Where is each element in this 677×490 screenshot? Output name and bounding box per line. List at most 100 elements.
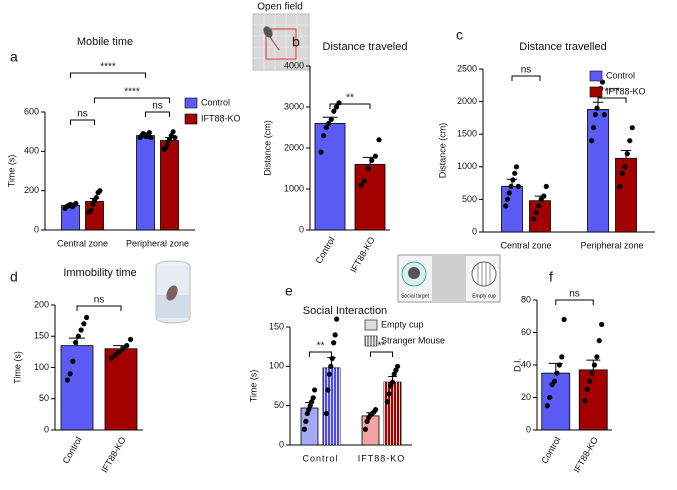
y-tick-label: 1000: [284, 183, 304, 193]
x-tick-label: IFT88-KO: [99, 435, 127, 474]
bar: [136, 135, 155, 231]
significance-bracket: [94, 97, 170, 103]
significance-label: ****: [100, 62, 116, 73]
x-tick-label: Control: [539, 435, 562, 465]
y-tick-label: 50: [274, 400, 284, 410]
data-point: [64, 377, 70, 383]
data-point: [619, 170, 625, 176]
data-point: [323, 410, 329, 417]
y-tick-label: 60: [521, 327, 531, 337]
data-point: [617, 183, 623, 189]
data-point: [541, 193, 547, 199]
data-point: [513, 164, 520, 170]
data-point: [596, 338, 602, 344]
data-point: [328, 116, 334, 122]
data-point: [594, 105, 600, 111]
y-tick-label: 3000: [284, 101, 304, 111]
data-point: [320, 133, 327, 139]
legend-swatch: [589, 86, 603, 98]
data-point: [303, 418, 309, 424]
data-point: [93, 194, 99, 201]
data-point: [504, 196, 511, 202]
chart-title: Mobile time: [77, 36, 133, 48]
bar: [587, 109, 609, 233]
data-point: [601, 112, 607, 118]
data-point: [362, 426, 368, 432]
data-point: [559, 354, 565, 360]
panel-letter: c: [456, 27, 463, 43]
data-point: [332, 332, 338, 338]
data-point: [73, 339, 79, 346]
data-point: [73, 200, 79, 207]
data-point: [554, 370, 560, 376]
bar: [160, 140, 179, 231]
data-point: [515, 183, 521, 189]
data-point: [544, 403, 550, 409]
data-point: [318, 149, 324, 155]
data-point: [336, 100, 342, 106]
data-point: [323, 124, 329, 131]
data-point: [329, 355, 335, 362]
data-point: [146, 130, 152, 136]
chart-title: Immobility time: [63, 267, 136, 279]
legend-label: Control: [201, 97, 230, 107]
data-point: [391, 371, 397, 377]
data-point: [90, 201, 96, 208]
data-point: [326, 120, 332, 126]
data-point: [369, 157, 375, 163]
data-point: [622, 164, 628, 170]
significance-bracket: [511, 75, 541, 81]
data-point: [165, 140, 171, 147]
significance-bracket: [76, 305, 122, 311]
data-point: [384, 399, 390, 405]
significance-bracket: [70, 119, 95, 125]
legend-label: Stranger Mouse: [381, 335, 445, 345]
y-axis-label: Time (s): [248, 370, 258, 403]
data-point: [116, 349, 122, 355]
data-point: [67, 371, 73, 377]
data-point: [333, 104, 340, 110]
y-tick-label: 600: [24, 106, 39, 116]
x-tick-label: IFT88-KO: [358, 453, 406, 463]
open-field-illustration: Open field: [252, 2, 310, 71]
significance-bracket: [309, 351, 332, 357]
data-point: [556, 362, 562, 368]
legend-swatch: [589, 70, 603, 82]
data-point: [591, 362, 598, 368]
bar: [615, 157, 637, 233]
x-tick-label: IFT88-KO: [348, 235, 376, 274]
significance-label: ns: [521, 65, 532, 76]
significance-bracket: [555, 299, 594, 305]
y-tick-label: 400: [24, 146, 39, 156]
legend-swatch: [184, 113, 198, 125]
data-point: [373, 407, 379, 413]
data-point: [551, 378, 558, 384]
x-tick-label: Peripheral zone: [580, 240, 643, 250]
y-tick-label: 1500: [457, 129, 477, 139]
significance-label: ns: [94, 295, 105, 306]
data-point: [393, 367, 399, 373]
data-point: [310, 395, 316, 401]
data-point: [108, 355, 114, 361]
y-tick-label: 2500: [457, 63, 477, 73]
y-tick-label: 0: [279, 439, 284, 449]
significance-label: ****: [604, 87, 620, 98]
y-tick-label: 2000: [284, 142, 304, 152]
y-tick-label: 40: [521, 359, 531, 369]
significance-label: ns: [152, 101, 163, 112]
social-illustration: Social target Empty cup: [397, 254, 501, 303]
data-point: [306, 407, 312, 413]
y-tick-label: 150: [269, 321, 284, 331]
data-point: [70, 358, 76, 364]
data-point: [376, 137, 382, 143]
y-tick-label: 500: [462, 194, 477, 204]
y-tick-label: 80: [521, 294, 531, 304]
panel-letter: f: [549, 269, 553, 285]
y-tick-label: 150: [34, 331, 49, 341]
data-point: [120, 346, 126, 352]
data-point: [503, 203, 509, 209]
x-tick-label: IFT88-KO: [572, 435, 600, 474]
data-point: [309, 399, 315, 405]
significance-bracket: [370, 351, 393, 357]
data-point: [547, 394, 553, 401]
